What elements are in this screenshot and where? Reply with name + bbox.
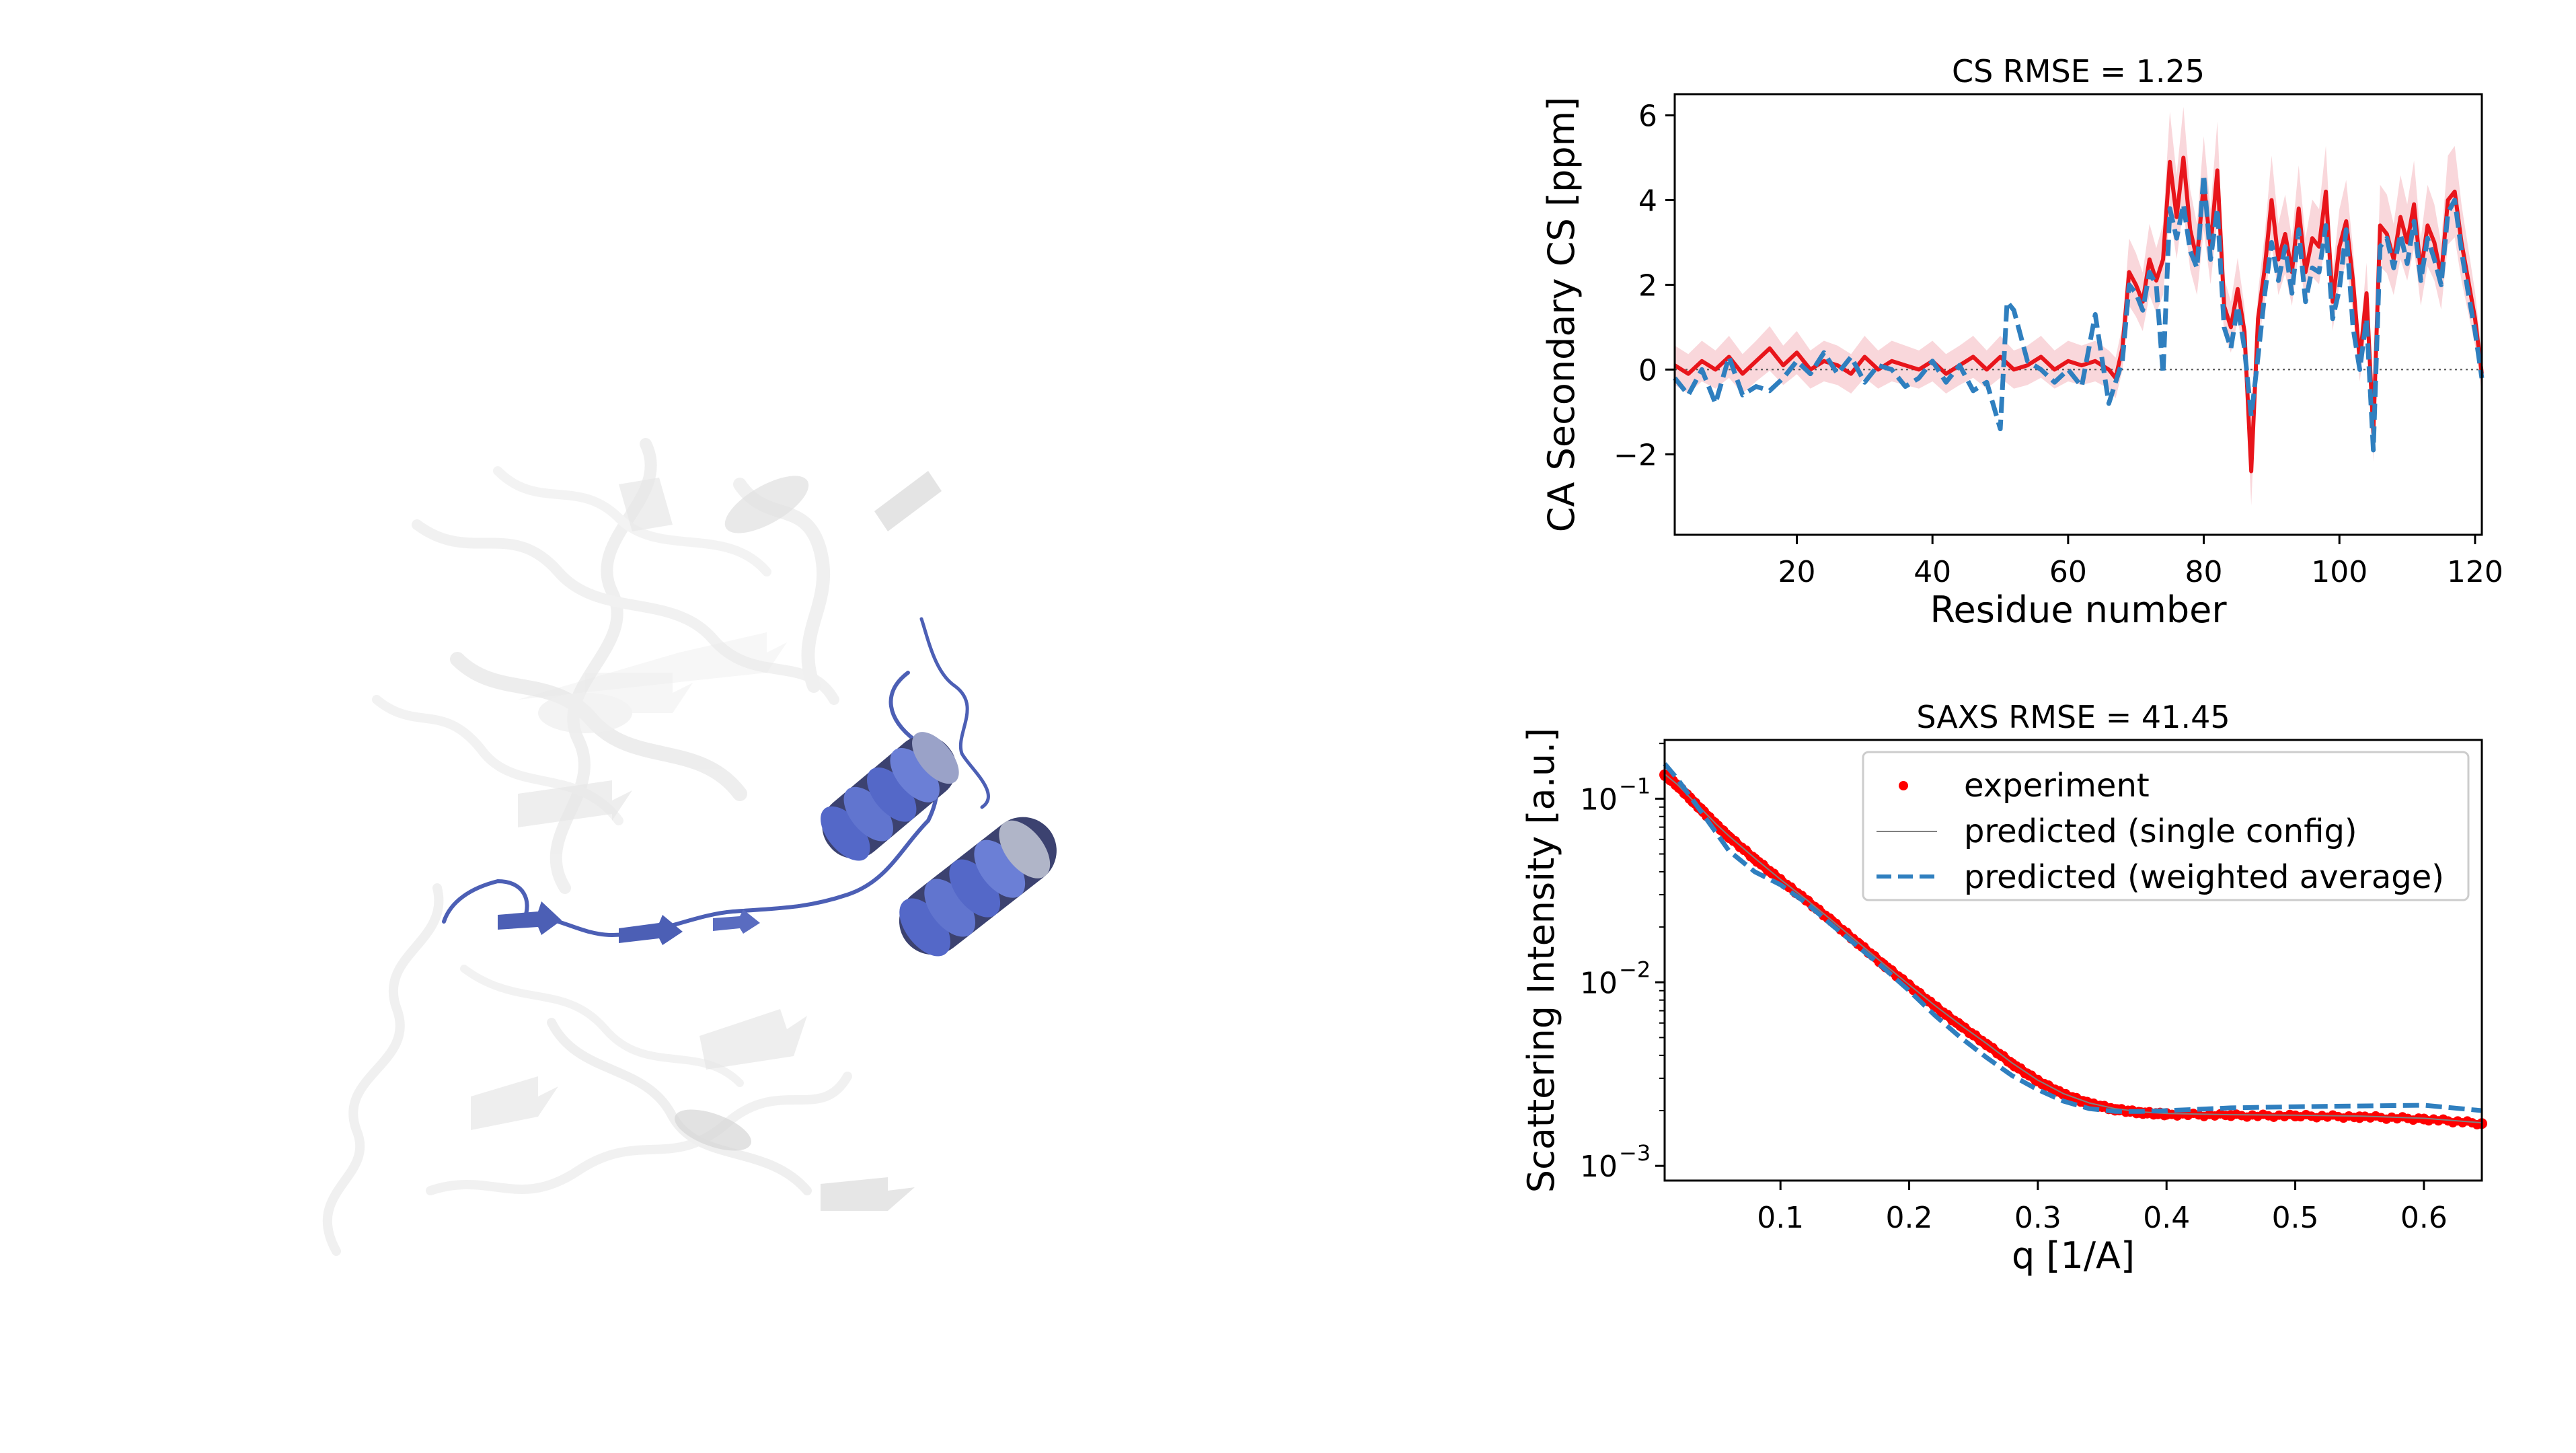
saxs-x-tick-label: 0.5 [2272, 1201, 2319, 1235]
cs-x-tick-label: 20 [1778, 555, 1816, 589]
cs-y-tick-label: −2 [1614, 438, 1657, 472]
saxs-x-tick-label: 0.3 [2014, 1201, 2061, 1235]
helix-coils [821, 732, 1057, 957]
saxs-x-tick-label: 0.2 [1886, 1201, 1933, 1235]
cs-x-axis-label: Residue number [1930, 589, 2227, 631]
legend-label-single-config: predicted (single config) [1964, 813, 2357, 850]
cs-uncertainty-band [1675, 106, 2482, 506]
cs-y-axis-label: CA Secondary CS [ppm] [1540, 97, 1583, 532]
cs-band [1675, 106, 2482, 506]
cs-y-tick-label: 6 [1638, 99, 1657, 133]
saxs-y-tick-base: 10 [1580, 782, 1618, 817]
saxs-weighted-average-line [1663, 762, 2483, 1114]
cs-x-tick-label: 80 [2185, 555, 2223, 589]
cs-y-tick-label: 0 [1638, 353, 1657, 387]
legend-box [1862, 751, 2470, 901]
legend-label-weighted-average: predicted (weighted average) [1964, 858, 2444, 896]
saxs-experiment-point [2354, 1111, 2365, 1123]
protein-structure-image [322, 438, 1057, 1256]
saxs-experiment-point [2418, 1113, 2429, 1125]
cs-chart-title: CS RMSE = 1.25 [1952, 53, 2205, 89]
saxs-ticks: 0.1 0.2 0.3 0.4 0.5 0.610−110−210−3 [1580, 743, 2448, 1235]
cs-series-layer [1673, 155, 2485, 474]
saxs-chart: 0.1 0.2 0.3 0.4 0.5 0.610−110−210−3 SAXS RMSE… [1520, 699, 2487, 1277]
saxs-x-tick-label: 0.4 [2143, 1201, 2190, 1235]
legend-label-experiment: experiment [1964, 767, 2150, 805]
cs-x-tick-label: 100 [2311, 555, 2367, 589]
cs-x-tick-label: 120 [2447, 555, 2503, 589]
saxs-y-tick-exponent: −2 [1619, 957, 1651, 982]
saxs-series-layer [1659, 762, 2487, 1129]
saxs-single-config-line [1664, 773, 2483, 1124]
saxs-x-tick-label: 0.1 [1757, 1201, 1804, 1235]
saxs-x-tick-label: 0.6 [2400, 1201, 2448, 1235]
cs-x-tick-label: 40 [1914, 555, 1951, 589]
saxs-y-tick-base: 10 [1580, 966, 1618, 1000]
cs-ticks: 20 40 60 80 100 120 −2 0 2 4 6 [1614, 99, 2503, 589]
cs-experiment-line [1673, 155, 2484, 474]
saxs-y-axis-label: Scattering Intensity [a.u.] [1520, 728, 1562, 1193]
cs-chart: 20 40 60 80 100 120 −2 0 2 4 6 CS RMSE = 1.25 Resi… [1540, 53, 2503, 631]
saxs-x-axis-label: q [1/A] [2012, 1234, 2135, 1277]
saxs-experiment-point [2289, 1110, 2301, 1121]
saxs-y-tick-exponent: −1 [1619, 773, 1651, 798]
saxs-experiment-point [2225, 1110, 2236, 1121]
saxs-y-tick-exponent: −3 [1619, 1140, 1651, 1166]
cs-predicted-line [1673, 172, 2485, 453]
saxs-legend: experiment predicted (single config) pre… [1862, 751, 2470, 901]
saxs-chart-title: SAXS RMSE = 41.45 [1916, 699, 2230, 735]
cs-x-tick-label: 60 [2049, 555, 2087, 589]
cs-plot-frame [1673, 93, 2483, 536]
ensemble-ghost-sheets [471, 471, 942, 1211]
cs-y-tick-label: 2 [1638, 268, 1657, 303]
legend-experiment-marker [1899, 781, 1908, 790]
cs-y-tick-label: 4 [1638, 184, 1657, 218]
saxs-y-tick-base: 10 [1580, 1150, 1618, 1184]
saxs-plot-frame [1663, 739, 2483, 1182]
